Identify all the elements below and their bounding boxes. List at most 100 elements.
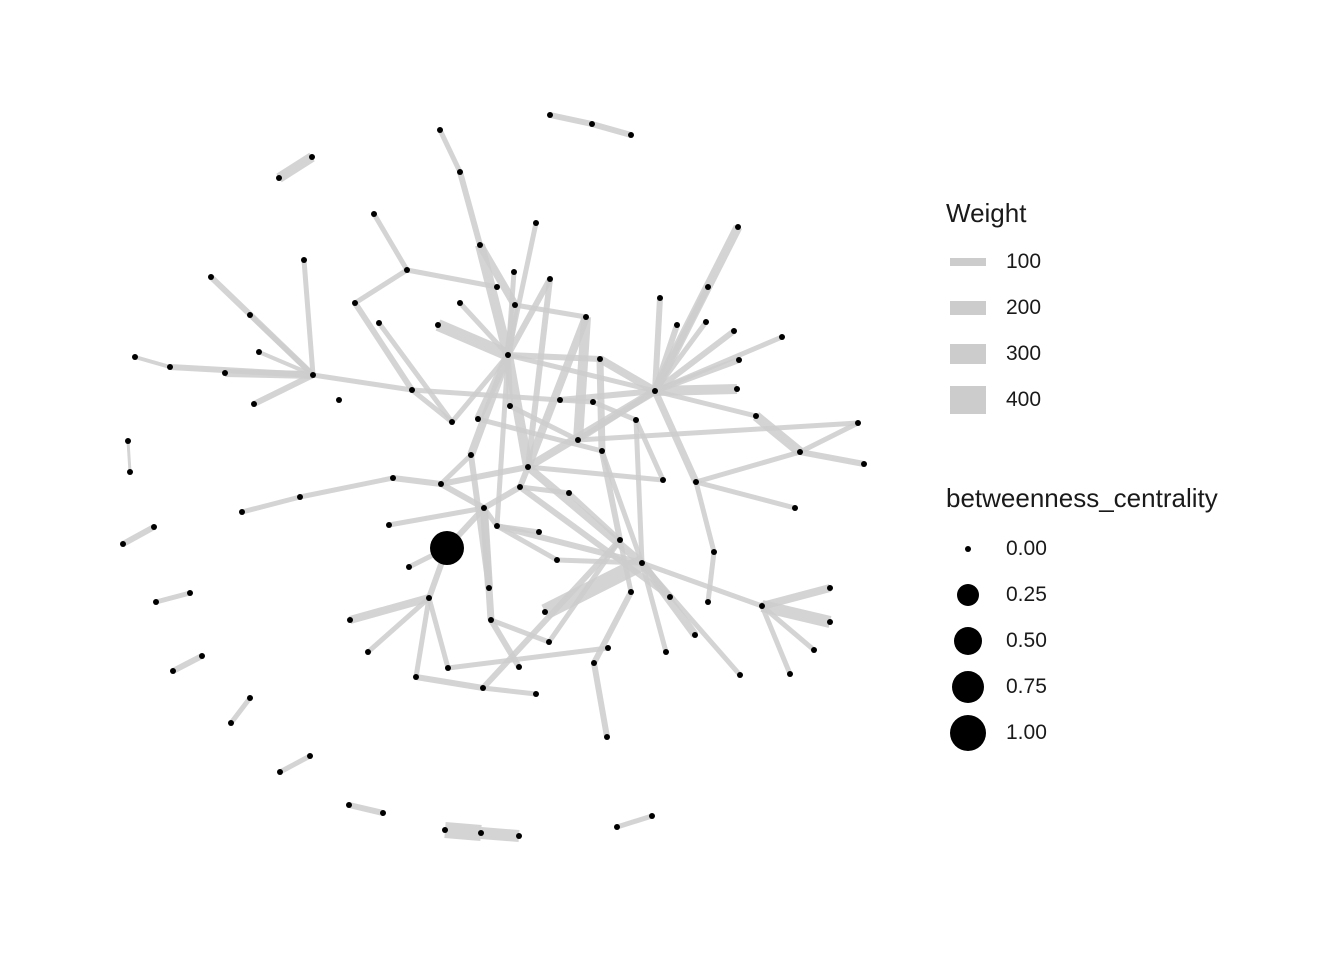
network-node — [566, 490, 572, 496]
network-edge — [573, 316, 591, 441]
centrality-legend-row: 0.50 — [946, 621, 1106, 661]
network-node — [228, 720, 234, 726]
network-node — [442, 827, 448, 833]
network-node — [591, 660, 597, 666]
network-edge — [278, 753, 312, 775]
network-node — [478, 830, 484, 836]
network-node — [336, 397, 342, 403]
centrality-legend-label: 0.50 — [1006, 629, 1047, 652]
network-edge — [616, 813, 653, 830]
network-edge — [468, 454, 492, 589]
network-node — [347, 617, 353, 623]
network-node — [276, 175, 282, 181]
network-node — [536, 529, 542, 535]
network-node — [365, 649, 371, 655]
weight-legend-row: 100 — [946, 242, 1106, 282]
network-node — [247, 312, 253, 318]
network-edge — [126, 440, 132, 473]
network-edge — [366, 596, 431, 654]
network-edge — [567, 491, 622, 542]
network-node — [307, 753, 313, 759]
network-edge — [508, 403, 580, 443]
network-edge — [652, 320, 709, 393]
network-edge — [653, 328, 736, 394]
network-node — [277, 769, 283, 775]
network-edge — [640, 561, 742, 677]
weight-legend-label: 200 — [1006, 296, 1042, 319]
network-node — [657, 295, 663, 301]
network-node — [127, 469, 133, 475]
network-edge — [312, 372, 413, 393]
network-edge — [518, 484, 672, 600]
network-edge — [426, 597, 451, 669]
network-edge — [435, 319, 511, 361]
network-node — [639, 560, 645, 566]
network-edge — [652, 324, 680, 392]
network-node — [705, 284, 711, 290]
network-node — [297, 494, 303, 500]
network-edge — [597, 355, 658, 395]
network-edge — [752, 412, 804, 456]
network-node — [861, 461, 867, 467]
network-edge — [633, 419, 645, 564]
network-node — [222, 370, 228, 376]
network-edge — [799, 449, 865, 467]
network-node — [404, 267, 410, 273]
network-edge — [633, 418, 666, 482]
network-edge — [591, 662, 610, 738]
network-edge — [495, 523, 559, 563]
network-edge — [276, 152, 315, 183]
network-edge — [654, 384, 738, 396]
network-edge — [693, 481, 717, 553]
network-node — [705, 599, 711, 605]
centrality-legend-row: 0.75 — [946, 667, 1106, 707]
weight-legend-row: 400 — [946, 380, 1106, 420]
network-edge — [413, 597, 432, 678]
network-edge — [505, 222, 539, 356]
network-node — [599, 448, 605, 454]
network-edge — [155, 590, 191, 605]
network-node — [731, 328, 737, 334]
network-node — [628, 132, 634, 138]
network-node — [649, 813, 655, 819]
weight-legend-label: 400 — [1006, 388, 1042, 411]
network-edge — [467, 353, 512, 457]
network-node — [386, 522, 392, 528]
network-node — [614, 824, 620, 830]
network-node — [827, 619, 833, 625]
network-node — [779, 334, 785, 340]
network-node — [346, 802, 352, 808]
network-node — [239, 509, 245, 515]
network-edge — [299, 475, 394, 500]
weight-legend-row: 300 — [946, 334, 1106, 374]
network-edge — [415, 674, 484, 691]
weight-legend-key — [950, 258, 986, 266]
network-node — [674, 322, 680, 328]
network-edge — [517, 465, 531, 489]
centrality-legend-key — [952, 671, 984, 703]
network-edge — [525, 387, 658, 471]
network-node — [438, 481, 444, 487]
weight-legend: Weight 100 200 300 400 — [946, 198, 1146, 428]
network-node — [542, 609, 548, 615]
network-edge — [599, 450, 645, 564]
network-edge — [169, 364, 314, 378]
network-node — [597, 356, 603, 362]
network-edge — [695, 449, 801, 485]
network-node — [151, 524, 157, 530]
network-node — [711, 549, 717, 555]
network-node — [628, 589, 634, 595]
network-node — [187, 590, 193, 596]
network-node — [547, 112, 553, 118]
network-node — [494, 284, 500, 290]
network-node — [547, 276, 553, 282]
network-node — [811, 647, 817, 653]
network-node — [533, 220, 539, 226]
centrality-legend: betweenness_centrality 0.00 0.25 0.50 0.… — [946, 483, 1266, 753]
weight-legend-label: 300 — [1006, 342, 1042, 365]
network-edge — [507, 352, 656, 394]
network-edge — [591, 590, 634, 665]
centrality-legend-key — [965, 546, 971, 552]
network-node — [251, 401, 257, 407]
network-node — [505, 352, 511, 358]
